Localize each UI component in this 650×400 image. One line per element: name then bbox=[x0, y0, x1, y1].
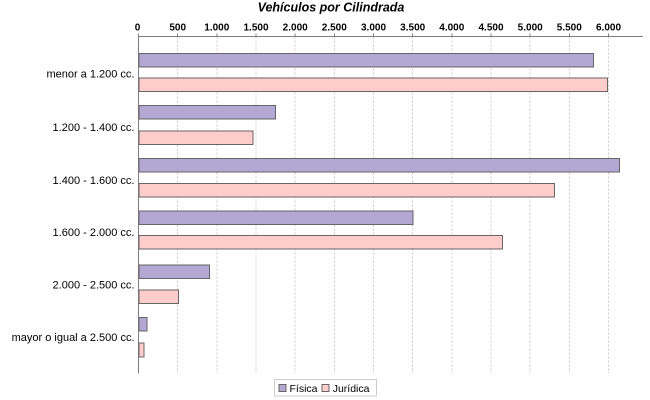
svg-text:500: 500 bbox=[169, 23, 186, 34]
svg-text:1.000: 1.000 bbox=[204, 23, 229, 34]
svg-text:2.000: 2.000 bbox=[283, 23, 308, 34]
svg-text:2.500: 2.500 bbox=[322, 23, 347, 34]
svg-text:4.500: 4.500 bbox=[478, 23, 503, 34]
svg-text:3.000: 3.000 bbox=[361, 23, 386, 34]
svg-text:4.000: 4.000 bbox=[439, 23, 464, 34]
svg-text:1.600 - 2.000 cc.: 1.600 - 2.000 cc. bbox=[53, 227, 135, 239]
svg-text:1.500: 1.500 bbox=[243, 23, 268, 34]
svg-text:Jurídica: Jurídica bbox=[333, 383, 370, 395]
svg-text:5.000: 5.000 bbox=[518, 23, 543, 34]
svg-text:1.400 - 1.600 cc.: 1.400 - 1.600 cc. bbox=[53, 175, 135, 187]
svg-text:mayor o igual a 2.500 cc.: mayor o igual a 2.500 cc. bbox=[12, 332, 135, 344]
svg-text:menor a 1.200 cc.: menor a 1.200 cc. bbox=[46, 68, 134, 80]
svg-text:Vehículos por Cilindrada: Vehículos por Cilindrada bbox=[258, 1, 405, 15]
svg-text:2.000 - 2.500 cc.: 2.000 - 2.500 cc. bbox=[53, 279, 135, 291]
svg-text:5.500: 5.500 bbox=[557, 23, 582, 34]
svg-text:1.200 - 1.400 cc.: 1.200 - 1.400 cc. bbox=[53, 122, 135, 134]
svg-text:6.000: 6.000 bbox=[596, 23, 621, 34]
svg-text:3.500: 3.500 bbox=[400, 23, 425, 34]
svg-text:0: 0 bbox=[135, 23, 141, 34]
svg-text:Física: Física bbox=[290, 383, 318, 395]
